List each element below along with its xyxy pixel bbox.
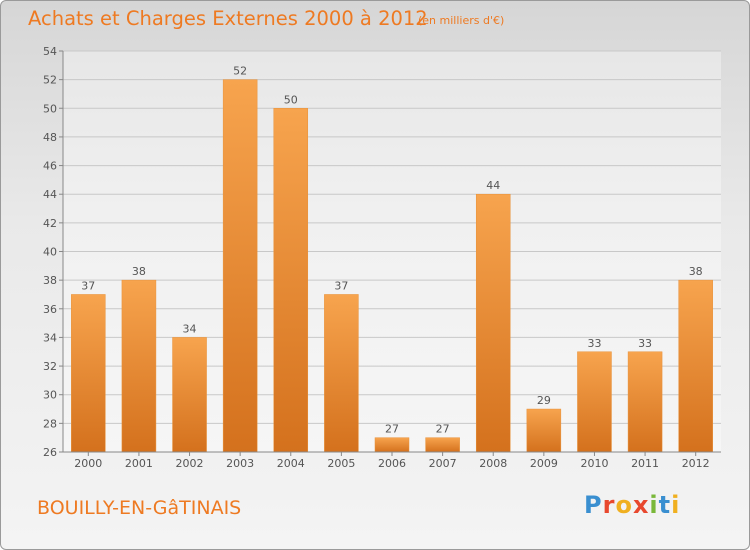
- data-label: 29: [537, 394, 551, 407]
- y-tick-label: 38: [43, 274, 57, 287]
- commune-name: BOUILLY-EN-GâTINAIS: [37, 497, 242, 519]
- y-tick-label: 26: [43, 446, 57, 459]
- data-label: 44: [486, 179, 500, 192]
- bar: [577, 351, 612, 453]
- y-tick-label: 36: [43, 303, 57, 316]
- bar: [678, 279, 713, 453]
- x-tick-label: 2001: [125, 457, 153, 470]
- logo-letter: o: [615, 491, 633, 519]
- data-label: 38: [689, 265, 703, 278]
- bar: [526, 408, 562, 453]
- x-tick-label: 2003: [226, 457, 254, 470]
- bar: [222, 79, 258, 453]
- logo-letter: P: [584, 491, 603, 519]
- bar: [121, 279, 157, 453]
- y-tick-label: 32: [43, 360, 57, 373]
- bars: 37 38 34 52 50 37 27 27 44 29 33 33 38: [71, 65, 713, 453]
- y-tick-label: 42: [43, 217, 57, 230]
- logo-letter: i: [649, 491, 659, 519]
- x-tick-label: 2012: [682, 457, 710, 470]
- bar: [324, 294, 359, 453]
- data-label: 33: [587, 337, 601, 350]
- proxiti-logo: Proxiti: [584, 491, 680, 519]
- x-tick-label: 2008: [479, 457, 507, 470]
- data-label: 50: [284, 93, 298, 106]
- data-label: 38: [132, 265, 146, 278]
- y-tick-label: 28: [43, 417, 57, 430]
- y-tick-label: 46: [43, 160, 57, 173]
- x-tick-label: 2010: [580, 457, 608, 470]
- y-tick-label: 54: [43, 45, 57, 58]
- y-tick-label: 52: [43, 74, 57, 87]
- logo-letter: x: [632, 491, 650, 519]
- bar: [172, 337, 207, 453]
- data-label: 37: [334, 279, 348, 292]
- x-tick-label: 2002: [176, 457, 204, 470]
- grid-lines: [63, 50, 721, 453]
- bar: [273, 108, 309, 453]
- bar: [475, 193, 511, 453]
- data-label: 52: [233, 65, 247, 78]
- logo-letter: i: [671, 491, 681, 519]
- y-tick-label: 50: [43, 102, 57, 115]
- y-tick-label: 40: [43, 246, 57, 259]
- axes: 26 28 30 32 34 36 38 40 42 44 46 48 50 52 54 2000 2001 20…: [43, 45, 721, 470]
- data-label: 27: [436, 423, 450, 436]
- y-tick-label: 34: [43, 331, 57, 344]
- chart-title: Achats et Charges Externes 2000 à 2012: [28, 7, 428, 30]
- logo-letter: t: [658, 491, 672, 519]
- data-label: 37: [81, 279, 95, 292]
- x-tick-label: 2007: [429, 457, 457, 470]
- chart-subtitle: (en milliers d'€): [418, 14, 505, 27]
- bar: [425, 437, 460, 453]
- x-tick-label: 2004: [277, 457, 305, 470]
- x-tick-label: 2011: [631, 457, 659, 470]
- x-tick-label: 2009: [530, 457, 558, 470]
- data-label: 34: [183, 322, 197, 335]
- y-tick-label: 44: [43, 188, 57, 201]
- bar: [71, 294, 106, 453]
- data-label: 27: [385, 423, 399, 436]
- x-tick-label: 2000: [74, 457, 102, 470]
- y-tick-label: 48: [43, 131, 57, 144]
- logo-letter: r: [602, 491, 616, 519]
- x-tick-label: 2006: [378, 457, 406, 470]
- bar: [374, 437, 410, 453]
- x-tick-label: 2005: [327, 457, 355, 470]
- data-label: 33: [638, 337, 652, 350]
- y-tick-label: 30: [43, 389, 57, 402]
- bar: [627, 351, 663, 453]
